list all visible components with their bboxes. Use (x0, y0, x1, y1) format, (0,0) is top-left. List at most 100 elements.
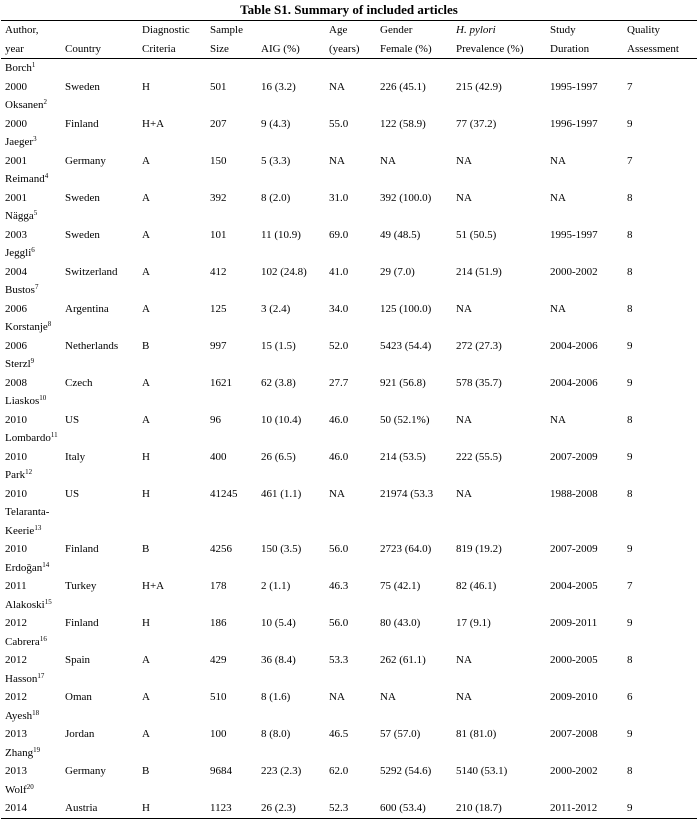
table-cell: 510 (210, 691, 227, 703)
table-cell: 96 (210, 413, 221, 426)
table-cell: 8 (8.0) (261, 728, 291, 740)
table-cell: 36 (8.4) (261, 654, 296, 666)
author-cell: Jeggli6 2004 (1, 244, 61, 281)
table-row: Hasson17 2012 Oman A 510 8 (1.6) NA NA NA 2009-20… (1, 670, 697, 707)
table-body: Borch1 2000 Sweden H 501 16 (3.2) NA 226 (45.1)… (1, 59, 697, 819)
table-cell: 210 (18.7) (456, 802, 502, 814)
table-cell: NA (456, 487, 472, 500)
table-cell: 46.3 (329, 580, 349, 592)
author-name: Ayesh (5, 709, 33, 722)
author-line: Korstanje8 (5, 318, 61, 337)
publication-year: 2006 (5, 339, 27, 352)
header-text: Duration (550, 42, 590, 55)
publication-year: 2013 (5, 728, 27, 740)
table-cell: A (142, 413, 150, 426)
table-cell: 272 (27.3) (456, 339, 502, 352)
table-row: Nägga5 2003 Sweden A 101 11 (10.9) 69.0 49 (48.… (1, 207, 697, 244)
table-cell: 1995-1997 (550, 80, 598, 93)
author-cell: Hasson17 2012 (1, 670, 61, 707)
table-row: Korstanje8 2006 Netherlands B 997 15 (1.5) 52.… (1, 318, 697, 355)
table-cell: A (142, 265, 150, 278)
table-cell: 1123 (210, 802, 232, 814)
table-row: Jaeger3 2001 Germany A 150 5 (3.3) NA NA NA NA 7 (1, 133, 697, 170)
author-cell: Bustos7 2006 (1, 281, 61, 318)
table-cell: NA (329, 154, 345, 167)
table-cell: 7 (627, 80, 633, 93)
header-cell: Gender Female (%) (376, 21, 452, 59)
table-cell: 69.0 (329, 228, 349, 241)
publication-year: 2014 (5, 802, 27, 814)
table-cell: 57 (57.0) (380, 728, 421, 740)
author-name: Jaeger (5, 136, 34, 148)
table-cell: 100 (210, 728, 227, 740)
table-cell: 429 (210, 654, 227, 666)
author-line: Hasson17 (5, 670, 61, 689)
table-cell: NA (380, 154, 396, 167)
table-cell: 9 (627, 728, 633, 740)
publication-year: 2001 (5, 191, 27, 204)
table-cell: Czech (65, 376, 93, 389)
table-row: Jeggli6 2004 Switzerland A 412 102 (24.8) 41.0… (1, 244, 697, 281)
table-cell: 2007-2009 (550, 543, 598, 555)
table-cell: 125 (210, 302, 227, 315)
header-cell: Country (61, 21, 138, 59)
header-text: Age (329, 24, 348, 36)
table-cell: 52.0 (329, 339, 349, 352)
table-cell: 81 (81.0) (456, 728, 497, 740)
table-cell: 7 (627, 580, 633, 592)
author-name: Erdoğan (5, 561, 43, 574)
publication-year: 2012 (5, 654, 27, 666)
author-name: Sterzl (5, 358, 31, 370)
author-cell: Borch1 2000 (1, 59, 61, 97)
author-line: Cabrera16 (5, 633, 61, 652)
author-name: Park (5, 469, 26, 481)
table-cell: 17 (9.1) (456, 617, 491, 629)
table-cell: H+A (142, 117, 165, 130)
table-cell: 34.0 (329, 302, 349, 315)
publication-year: 2010 (5, 543, 27, 555)
author-line: Sterzl9 (5, 355, 61, 374)
table-cell: 8 (627, 765, 633, 777)
table-cell: 207 (210, 117, 227, 130)
table-cell: 8 (2.0) (261, 191, 291, 204)
table-cell: NA (550, 302, 566, 315)
table-cell: 997 (210, 339, 227, 352)
reference-number: 11 (50, 431, 58, 439)
table-cell: H (142, 802, 150, 814)
table-cell: NA (329, 80, 345, 93)
publication-year: 2012 (5, 617, 27, 629)
header-cell: Study Duration (546, 21, 623, 59)
table-cell: NA (550, 413, 566, 426)
table-cell: 62 (3.8) (261, 376, 296, 389)
author-name: Lombardo (5, 432, 51, 444)
table-cell: 5 (3.3) (261, 154, 291, 167)
header-text: Quality (627, 24, 660, 36)
author-cell: Wolf20 2014 (1, 781, 61, 819)
table-cell: 392 (210, 191, 227, 204)
header-cell: H. pylori Prevalence (%) (452, 21, 546, 59)
table-cell: 5140 (53.1) (456, 765, 508, 777)
table-cell: A (142, 728, 150, 740)
author-line: Erdoğan14 (5, 559, 61, 578)
table-cell: 2009-2010 (550, 691, 598, 703)
table-cell: 8 (627, 487, 633, 500)
author-cell: Sterzl9 2008 (1, 355, 61, 392)
author-cell: Oksanen2 2000 (1, 96, 61, 133)
table-cell: 9684 (210, 765, 232, 777)
table-cell: 214 (51.9) (456, 265, 502, 278)
table-cell: Turkey (65, 580, 97, 592)
table-cell: 2004-2006 (550, 339, 598, 352)
author-cell: Jaeger3 2001 (1, 133, 61, 170)
header-cell: Diagnostic Criteria (138, 21, 206, 59)
table-cell: NA (550, 154, 566, 167)
table-cell: 819 (19.2) (456, 543, 502, 555)
table-cell: B (142, 543, 150, 555)
table-cell: 27.7 (329, 376, 349, 389)
header-text: year (5, 42, 24, 55)
table-cell: 9 (627, 617, 633, 629)
header-text: (years) (329, 42, 360, 55)
publication-year: 2010 (5, 450, 27, 463)
table-cell: 125 (100.0) (380, 302, 432, 315)
author-line: Nägga5 (5, 207, 61, 226)
